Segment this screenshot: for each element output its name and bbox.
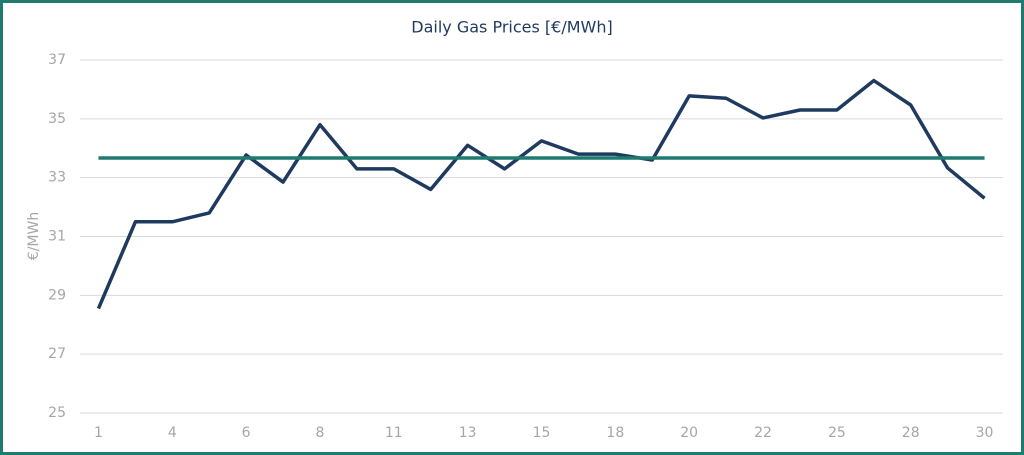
x-tick-label: 6 (242, 425, 251, 441)
y-tick-label: 25 (48, 405, 66, 421)
x-tick-label: 20 (680, 425, 698, 441)
x-tick-label: 8 (316, 425, 325, 441)
y-tick-label: 31 (48, 229, 66, 245)
y-tick-label: 33 (48, 170, 66, 186)
x-tick-label: 25 (828, 425, 846, 441)
x-tick-label: 13 (459, 425, 477, 441)
x-tick-label: 28 (902, 425, 920, 441)
y-tick-label: 37 (48, 52, 66, 68)
x-tick-label: 1 (94, 425, 103, 441)
chart-title: Daily Gas Prices [€/MWh] (411, 18, 612, 37)
x-tick-label: 30 (976, 425, 994, 441)
x-tick-label: 11 (385, 425, 403, 441)
x-tick-label: 15 (533, 425, 551, 441)
y-axis-label: €/MWh (26, 212, 42, 260)
y-tick-label: 35 (48, 111, 66, 127)
y-tick-label: 27 (48, 346, 66, 362)
x-tick-label: 22 (754, 425, 772, 441)
x-tick-label: 4 (168, 425, 177, 441)
x-tick-label: 18 (606, 425, 624, 441)
y-tick-label: 29 (48, 287, 66, 303)
line-series (96, 78, 986, 310)
